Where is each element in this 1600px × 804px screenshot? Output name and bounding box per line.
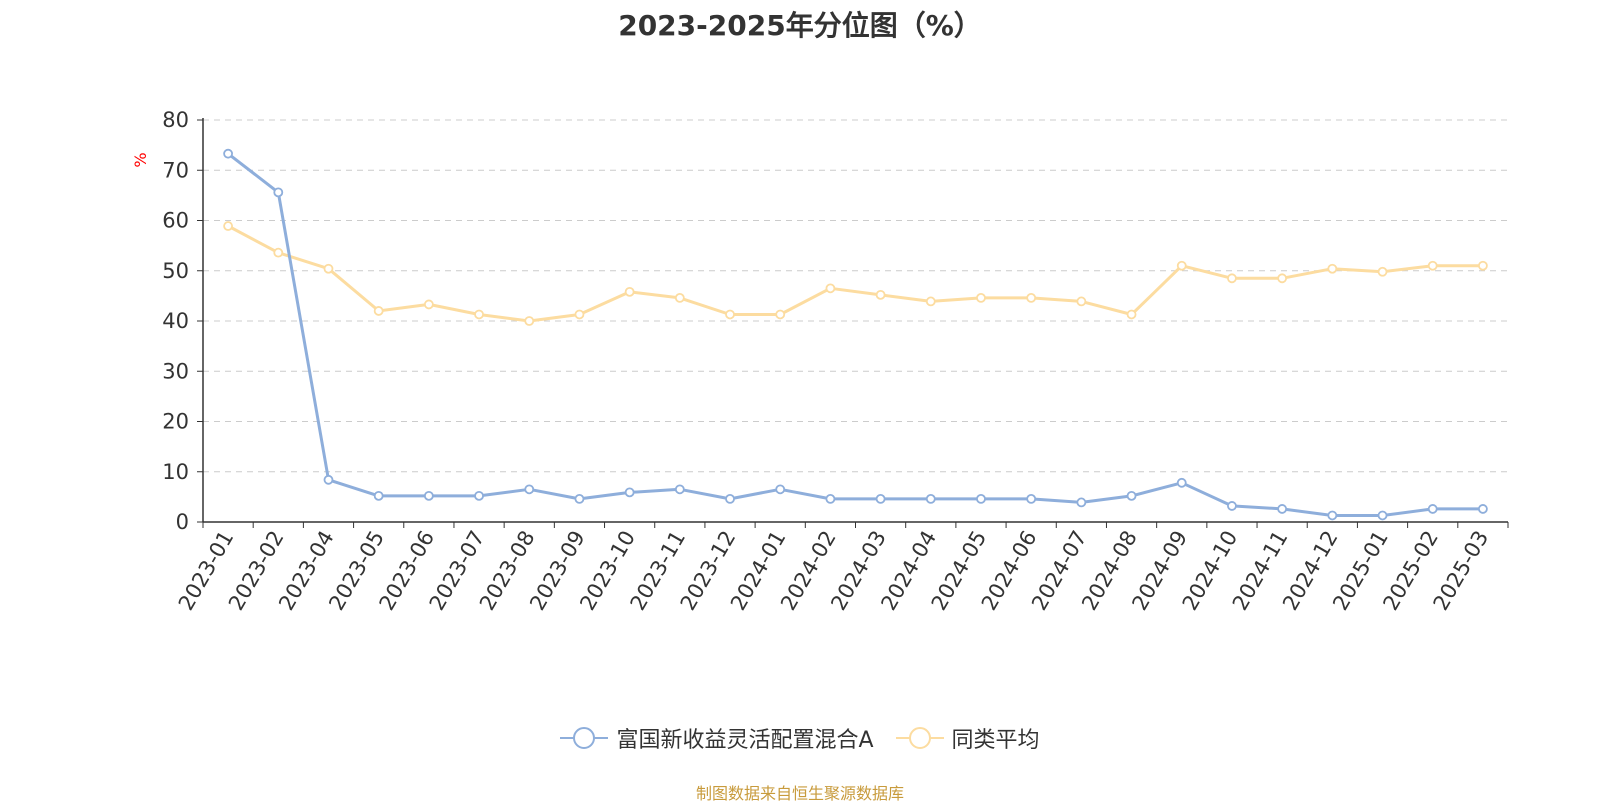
y-tick-label-20: 20	[162, 410, 189, 434]
y-tick-label-0: 0	[176, 510, 189, 534]
series-2-point-2024-07	[1076, 296, 1087, 307]
series-1-point-2023-10	[624, 487, 635, 498]
series-line-1	[227, 152, 1483, 517]
series-1-point-2023-06	[423, 490, 434, 501]
series-2-point-2023-06	[423, 299, 434, 310]
legend-item-series-2[interactable]: 同类平均	[895, 722, 1040, 754]
series-2-point-2024-01	[775, 309, 786, 320]
series-1-point-2024-06	[1026, 493, 1037, 504]
series-2-point-2024-06	[1026, 292, 1037, 303]
series-2-point-2023-08	[524, 316, 535, 326]
series-1-point-2024-04	[925, 493, 936, 504]
series-1-point-2023-02	[273, 187, 284, 198]
legend-item-series-1[interactable]: 富国新收益灵活配置混合A	[560, 722, 874, 754]
series-1-point-2024-07	[1076, 497, 1087, 508]
series-1-point-2024-10	[1227, 501, 1237, 511]
series-1-point-2023-12	[725, 493, 735, 504]
y-tick-label-60: 60	[162, 209, 189, 233]
legend-marker-series-1	[560, 727, 609, 749]
series-2-point-2023-11	[674, 292, 685, 303]
legend-label-series-2: 同类平均	[951, 728, 1040, 753]
series-2-point-2025-03	[1478, 260, 1488, 271]
series-1-point-2024-05	[976, 493, 986, 504]
series-2-point-2023-07	[474, 309, 484, 320]
legend-marker-series-2	[895, 727, 944, 749]
y-tick-label-80: 80	[162, 108, 189, 132]
legend-label-series-1: 富国新收益灵活配置混合A	[616, 728, 874, 753]
series-2-point-2024-03	[875, 289, 886, 300]
series-2-point-2025-01	[1377, 266, 1388, 277]
y-tick-label-50: 50	[162, 259, 189, 283]
series-1-point-2023-09	[574, 493, 585, 504]
series-2-point-2024-04	[925, 296, 936, 307]
series-1-point-2024-11	[1277, 504, 1288, 514]
y-axis-label: %	[131, 152, 150, 167]
series-1-point-2023-05	[373, 490, 384, 501]
series-2-point-2023-02	[273, 247, 284, 258]
series-line-2	[227, 224, 1483, 323]
series-2-point-2023-04	[323, 263, 334, 274]
series-2-point-2024-12	[1327, 263, 1338, 274]
series-2-point-2024-08	[1126, 309, 1137, 320]
series-1-point-2024-08	[1126, 490, 1137, 501]
series-1-point-2024-03	[875, 493, 886, 504]
series-1-point-2024-02	[825, 493, 836, 504]
series-1-point-2024-12	[1327, 510, 1338, 521]
series-2-point-2023-09	[574, 309, 585, 320]
series-2-point-2024-10	[1227, 273, 1237, 284]
y-tick-label-30: 30	[162, 359, 189, 383]
series-1-point-2023-07	[474, 490, 484, 501]
line-chart: 01020304050607080%2023-012023-022023-042…	[131, 108, 1509, 614]
series-2-point-2024-11	[1277, 273, 1288, 284]
series-1-point-2023-01	[223, 148, 233, 159]
series-1-point-2025-03	[1478, 504, 1488, 514]
series-2-point-2024-09	[1176, 260, 1187, 271]
series-2-point-2023-05	[373, 306, 384, 316]
y-tick-label-70: 70	[162, 158, 189, 182]
series-2-point-2023-01	[223, 221, 233, 231]
series-1-point-2024-01	[775, 484, 786, 495]
series-1-point-2024-09	[1176, 477, 1187, 488]
source-note: 制图数据来自恒生聚源数据库	[695, 784, 904, 803]
series-2-point-2023-12	[725, 309, 735, 320]
series-1-point-2023-04	[323, 474, 334, 485]
chart-title: 2023-2025年分位图（%）	[618, 9, 982, 42]
series-1-point-2023-08	[524, 484, 535, 495]
y-tick-label-10: 10	[162, 460, 189, 484]
series-1-point-2023-11	[674, 484, 685, 495]
series-2-point-2024-02	[825, 283, 836, 294]
legend: 富国新收益灵活配置混合A 同类平均	[0, 722, 1600, 754]
series-1-point-2025-02	[1427, 504, 1438, 514]
y-tick-label-40: 40	[162, 309, 189, 333]
series-1-point-2025-01	[1377, 510, 1388, 521]
series-2-point-2025-02	[1427, 260, 1438, 271]
series-2-point-2024-05	[976, 292, 986, 303]
series-2-point-2023-10	[624, 286, 635, 297]
